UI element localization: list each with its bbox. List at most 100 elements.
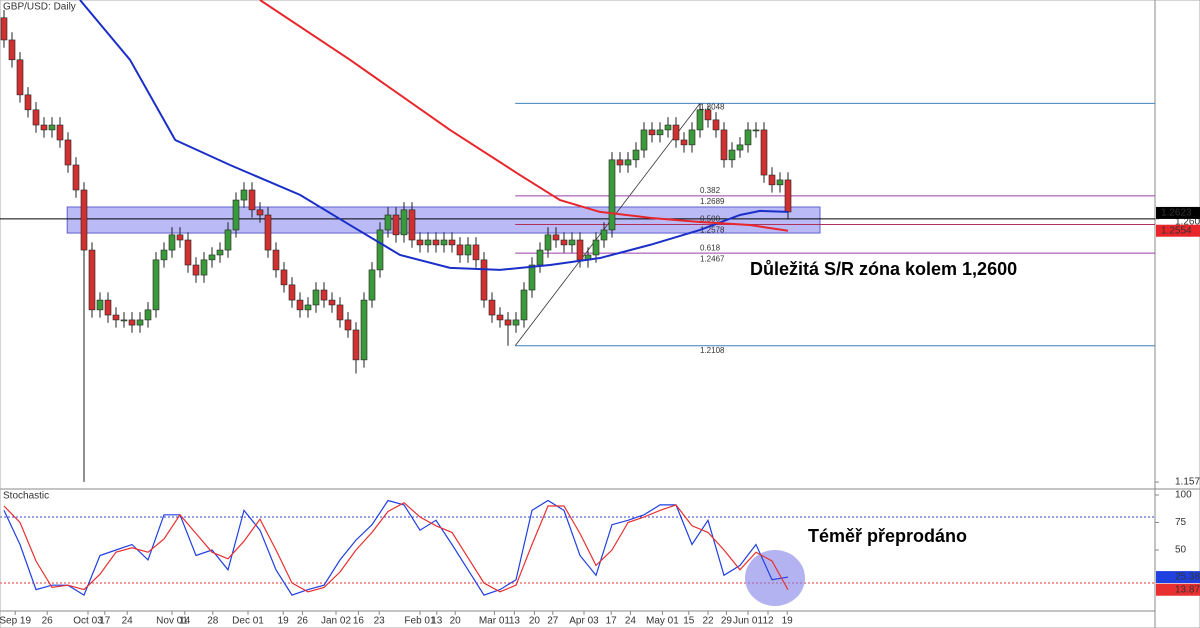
candle-body <box>528 264 536 291</box>
candle-body <box>536 249 544 266</box>
candle-body <box>376 229 384 271</box>
candle-body <box>680 139 688 146</box>
candle-body <box>400 209 408 236</box>
candle-body <box>520 289 528 321</box>
candle-body <box>224 229 232 251</box>
candle-body <box>640 129 648 151</box>
stoch-value: 25.38 <box>1175 572 1200 583</box>
candle-body <box>200 259 208 276</box>
candle-body <box>152 259 160 311</box>
candle-body <box>512 319 520 326</box>
candle-body <box>40 124 48 131</box>
candle-body <box>672 124 680 141</box>
x-tick-label: 13 <box>431 616 443 627</box>
candle-body <box>320 289 328 301</box>
candle-body <box>64 139 72 166</box>
x-tick-label: Jan 02 <box>321 616 351 627</box>
candle-body <box>328 299 336 306</box>
x-tick-label: 19 <box>782 616 794 627</box>
y-tick-label: 1.1579 <box>1175 477 1200 488</box>
sr-zone <box>66 206 821 234</box>
candle-body <box>104 299 112 316</box>
candle-body <box>568 239 576 246</box>
x-tick-label: Mar 01 <box>479 616 511 627</box>
pane-title: Stochastic <box>3 491 49 502</box>
price-box <box>1156 224 1200 237</box>
candle-body <box>592 239 600 256</box>
candle-body <box>48 124 56 131</box>
moving-average <box>259 0 789 232</box>
fib-ratio: 0.382 <box>700 186 721 195</box>
fib-price: 1.2689 <box>700 197 725 206</box>
candle-body <box>608 159 616 231</box>
x-tick-label: 17 <box>99 616 111 627</box>
y-tick-label: 1.2600 <box>1175 217 1200 228</box>
candle-body <box>32 109 40 126</box>
fib-ratio: 0.500 <box>700 215 721 224</box>
candle-body <box>696 109 704 131</box>
chart-title: GBP/USD: Daily <box>3 2 76 13</box>
candle-body <box>168 234 176 251</box>
candle-body <box>392 214 400 236</box>
candle-body <box>408 209 416 241</box>
candle-body <box>496 314 504 321</box>
x-tick-label: Sep 19 <box>0 616 31 627</box>
candle-body <box>464 244 472 256</box>
candle-body <box>72 164 80 191</box>
candle-body <box>456 244 464 256</box>
fib-ratio: 0.618 <box>700 243 721 252</box>
candle-body <box>288 284 296 301</box>
candle-body <box>280 269 288 286</box>
x-tick-label: Apr 03 <box>569 616 599 627</box>
candle-body <box>728 149 736 161</box>
fib-price: 1.2108 <box>700 346 725 355</box>
candle-body <box>664 124 672 131</box>
candle-body <box>744 129 752 146</box>
x-tick-label: 13 <box>509 616 521 627</box>
candle-body <box>424 239 432 246</box>
x-tick-label: 26 <box>42 616 54 627</box>
candle-body <box>184 239 192 266</box>
candle-body <box>688 129 696 146</box>
candle-body <box>616 159 624 166</box>
candle-body <box>440 239 448 246</box>
candle-body <box>112 314 120 321</box>
candle-body <box>648 129 656 136</box>
candle-body <box>272 249 280 271</box>
candle-body <box>704 109 712 121</box>
x-tick-label: 14 <box>179 616 191 627</box>
candle-body <box>160 249 168 261</box>
candle-body <box>216 249 224 256</box>
x-tick-label: 20 <box>450 616 462 627</box>
candle-body <box>720 129 728 161</box>
candle-body <box>80 189 88 251</box>
candle-body <box>144 309 152 321</box>
candle-body <box>784 179 792 213</box>
candle-body <box>352 329 360 361</box>
candle-body <box>384 214 392 231</box>
candle-body <box>248 189 256 211</box>
candle-body <box>344 319 352 331</box>
candle-body <box>768 174 776 186</box>
x-tick-label: 22 <box>702 616 714 627</box>
x-tick-label: 24 <box>625 616 637 627</box>
candle-body <box>96 299 104 311</box>
stoch-line <box>3 501 789 593</box>
candle-body <box>208 254 216 261</box>
candle-body <box>336 304 344 321</box>
x-tick-label: Nov 01 <box>156 616 188 627</box>
candle-body <box>776 179 784 186</box>
x-tick-label: May 01 <box>646 616 679 627</box>
candle-body <box>656 129 664 136</box>
candle-body <box>0 17 8 41</box>
candle-body <box>760 129 768 176</box>
price-label: 1.2623 <box>1161 208 1192 219</box>
candle-body <box>624 159 632 166</box>
candle-body <box>136 319 144 326</box>
x-tick-label: 26 <box>297 616 309 627</box>
x-tick-label: 24 <box>122 616 134 627</box>
x-tick-label: 23 <box>374 616 386 627</box>
candle-body <box>304 304 312 311</box>
